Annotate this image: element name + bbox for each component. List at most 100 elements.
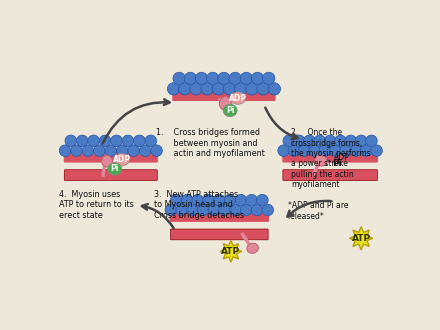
Circle shape xyxy=(77,135,88,147)
Circle shape xyxy=(139,145,151,156)
Circle shape xyxy=(235,83,247,95)
Circle shape xyxy=(203,194,214,206)
Circle shape xyxy=(360,145,372,156)
Circle shape xyxy=(198,204,209,216)
Ellipse shape xyxy=(219,97,232,111)
Circle shape xyxy=(71,145,82,156)
Text: ADP: ADP xyxy=(334,153,350,162)
Circle shape xyxy=(340,145,352,156)
Circle shape xyxy=(181,194,193,206)
Circle shape xyxy=(176,204,187,216)
FancyBboxPatch shape xyxy=(283,150,378,162)
Circle shape xyxy=(257,83,269,95)
Text: 1.    Cross bridges formed
       between myosin and
       actin and myofilamen: 1. Cross bridges formed between myosin a… xyxy=(156,128,264,158)
Circle shape xyxy=(165,204,177,216)
Circle shape xyxy=(345,135,356,147)
Ellipse shape xyxy=(315,155,327,166)
Circle shape xyxy=(366,135,377,147)
Circle shape xyxy=(288,145,300,156)
Circle shape xyxy=(309,145,320,156)
Circle shape xyxy=(246,194,257,206)
Circle shape xyxy=(111,135,122,147)
Text: Pi: Pi xyxy=(110,164,119,174)
Circle shape xyxy=(88,135,99,147)
Circle shape xyxy=(219,204,231,216)
Polygon shape xyxy=(349,227,373,250)
FancyBboxPatch shape xyxy=(173,88,275,100)
Text: ADP: ADP xyxy=(113,155,131,164)
FancyBboxPatch shape xyxy=(283,155,377,162)
Circle shape xyxy=(59,145,71,156)
Circle shape xyxy=(230,204,241,216)
FancyBboxPatch shape xyxy=(170,214,268,221)
Polygon shape xyxy=(220,241,242,262)
Text: *ADP and Pi are
released*: *ADP and Pi are released* xyxy=(287,201,348,221)
Circle shape xyxy=(278,145,290,156)
Circle shape xyxy=(184,72,197,84)
Ellipse shape xyxy=(223,104,237,116)
Circle shape xyxy=(257,194,268,206)
FancyBboxPatch shape xyxy=(65,155,157,162)
Ellipse shape xyxy=(108,163,121,175)
Circle shape xyxy=(304,135,315,147)
Text: 4.  Myosin uses
ATP to return to its
erect state: 4. Myosin uses ATP to return to its erec… xyxy=(59,190,134,219)
FancyArrowPatch shape xyxy=(103,99,169,143)
Circle shape xyxy=(99,135,111,147)
Circle shape xyxy=(128,145,139,156)
Circle shape xyxy=(224,194,236,206)
Circle shape xyxy=(330,145,341,156)
FancyBboxPatch shape xyxy=(64,170,158,181)
Circle shape xyxy=(293,135,305,147)
Circle shape xyxy=(151,145,162,156)
Circle shape xyxy=(208,204,220,216)
Circle shape xyxy=(190,83,202,95)
Circle shape xyxy=(212,83,224,95)
Circle shape xyxy=(201,83,213,95)
FancyBboxPatch shape xyxy=(170,209,268,221)
Circle shape xyxy=(262,204,274,216)
Circle shape xyxy=(167,83,180,95)
Circle shape xyxy=(335,135,346,147)
Circle shape xyxy=(283,135,295,147)
FancyArrowPatch shape xyxy=(287,201,331,216)
Text: ATP: ATP xyxy=(352,234,370,243)
Circle shape xyxy=(122,135,134,147)
Ellipse shape xyxy=(114,153,129,166)
Circle shape xyxy=(246,83,258,95)
Text: 2.    Once the
crossbridge forms,
the myosin performs
a power stroke
pulling the: 2. Once the crossbridge forms, the myosi… xyxy=(291,128,371,189)
Circle shape xyxy=(195,72,208,84)
FancyBboxPatch shape xyxy=(173,93,275,100)
Circle shape xyxy=(170,194,182,206)
Circle shape xyxy=(65,135,77,147)
Circle shape xyxy=(235,194,247,206)
Circle shape xyxy=(356,135,367,147)
Circle shape xyxy=(324,135,336,147)
Ellipse shape xyxy=(247,243,258,253)
Circle shape xyxy=(94,145,105,156)
FancyBboxPatch shape xyxy=(170,229,268,240)
Circle shape xyxy=(319,145,331,156)
Circle shape xyxy=(187,204,198,216)
Circle shape xyxy=(268,83,281,95)
Circle shape xyxy=(82,145,94,156)
FancyArrowPatch shape xyxy=(265,108,298,139)
Circle shape xyxy=(206,72,219,84)
Circle shape xyxy=(251,204,263,216)
Circle shape xyxy=(173,72,185,84)
Circle shape xyxy=(224,83,236,95)
Circle shape xyxy=(263,72,275,84)
Circle shape xyxy=(192,194,204,206)
Text: Pi: Pi xyxy=(226,106,235,115)
Ellipse shape xyxy=(230,92,246,104)
Circle shape xyxy=(371,145,382,156)
Circle shape xyxy=(105,145,117,156)
Ellipse shape xyxy=(102,155,112,167)
Circle shape xyxy=(350,145,362,156)
FancyArrowPatch shape xyxy=(142,204,174,228)
Circle shape xyxy=(251,72,264,84)
Circle shape xyxy=(240,72,253,84)
Circle shape xyxy=(218,72,230,84)
Circle shape xyxy=(298,145,310,156)
Circle shape xyxy=(134,135,145,147)
Text: ATP: ATP xyxy=(221,247,241,256)
